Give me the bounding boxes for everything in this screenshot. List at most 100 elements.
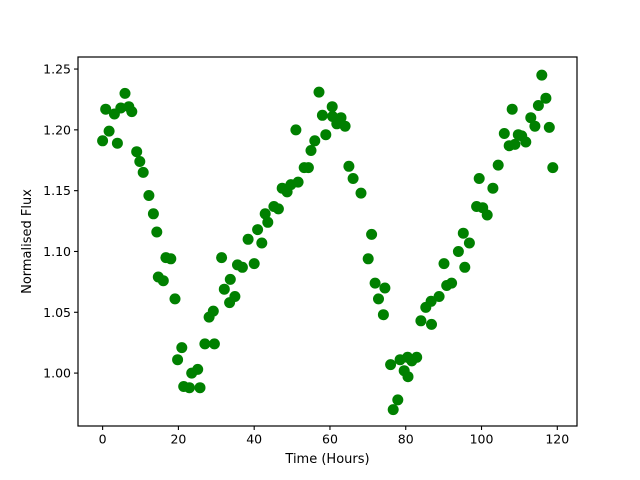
data-point [506, 103, 518, 115]
data-point [259, 208, 271, 220]
data-points-group [97, 69, 559, 416]
data-point [165, 253, 177, 265]
x-tick-label: 80 [398, 432, 414, 447]
data-point [509, 138, 521, 150]
data-point [192, 363, 204, 375]
data-point [529, 120, 541, 132]
data-point [256, 237, 268, 249]
data-point [481, 209, 493, 221]
data-point [272, 203, 284, 215]
x-tick-label: 0 [99, 432, 107, 447]
data-point [224, 273, 236, 285]
data-point [103, 125, 115, 137]
data-point [194, 382, 206, 394]
data-point [207, 305, 219, 317]
data-point [532, 100, 544, 111]
data-point [176, 342, 188, 354]
data-point [438, 258, 450, 270]
data-point [290, 124, 302, 136]
data-point [126, 106, 138, 118]
data-point [313, 86, 325, 98]
data-point [183, 382, 195, 394]
data-point [147, 208, 159, 220]
data-point [377, 309, 389, 321]
data-point [415, 315, 427, 327]
data-point [339, 120, 351, 132]
data-point [425, 295, 437, 307]
data-point [335, 112, 347, 124]
data-point [309, 135, 321, 147]
data-point [366, 228, 378, 240]
data-point [292, 176, 304, 188]
data-point [426, 318, 437, 330]
data-point [316, 109, 328, 121]
data-point [199, 338, 211, 350]
data-point [387, 404, 399, 416]
data-point [172, 354, 184, 366]
data-point [100, 103, 112, 115]
data-point [520, 136, 532, 148]
data-point [402, 371, 414, 383]
data-point [463, 237, 475, 249]
data-point [392, 394, 404, 406]
data-point [229, 291, 241, 302]
data-point [525, 112, 537, 124]
data-point [248, 258, 260, 270]
data-point [362, 253, 374, 265]
data-point [540, 92, 552, 104]
data-point [379, 282, 391, 294]
y-axis-ticks: 1.00 1.05 1.10 1.15 1.20 1.25 [43, 62, 78, 381]
data-point [487, 182, 499, 194]
y-tick-label: 1.05 [43, 305, 71, 320]
data-point [347, 173, 359, 184]
data-point [236, 261, 248, 273]
data-point [498, 128, 510, 139]
data-point [492, 159, 504, 171]
x-tick-label: 100 [470, 432, 494, 447]
data-point [97, 135, 109, 147]
data-point [320, 129, 332, 141]
data-point [473, 173, 485, 184]
axes-frame [77, 56, 578, 427]
data-point [433, 291, 445, 302]
y-tick-label: 1.00 [43, 366, 71, 381]
data-point [157, 275, 169, 287]
data-point [262, 216, 274, 228]
data-point [536, 69, 548, 81]
data-point [208, 338, 220, 350]
y-tick-label: 1.20 [43, 122, 71, 137]
data-point [343, 160, 355, 172]
y-tick-label: 1.25 [43, 62, 71, 77]
data-point [385, 359, 397, 371]
x-tick-label: 20 [170, 432, 186, 447]
data-point [169, 293, 181, 305]
x-tick-label: 60 [322, 432, 338, 447]
data-point [218, 283, 230, 295]
x-tick-label: 40 [246, 432, 262, 447]
data-point [143, 190, 155, 201]
data-point [457, 227, 469, 239]
data-point [111, 137, 123, 149]
data-point [373, 293, 384, 305]
data-point [216, 252, 228, 264]
data-point [446, 277, 458, 289]
y-tick-label: 1.15 [43, 183, 71, 198]
x-tick-label: 120 [545, 432, 569, 447]
y-tick-label: 1.10 [43, 244, 71, 259]
data-point [137, 166, 149, 178]
data-point [119, 87, 131, 99]
x-axis-ticks: 0 20 40 60 80 100 120 [99, 426, 569, 447]
data-point [411, 351, 423, 363]
data-point [369, 277, 381, 289]
data-point [459, 261, 471, 273]
plot-area [78, 57, 577, 426]
data-point [242, 233, 254, 245]
data-point [134, 156, 146, 167]
data-point [326, 101, 338, 113]
data-point [547, 162, 559, 174]
data-point [151, 226, 163, 238]
data-point [131, 146, 143, 158]
data-point [252, 224, 264, 236]
data-point [355, 187, 367, 199]
